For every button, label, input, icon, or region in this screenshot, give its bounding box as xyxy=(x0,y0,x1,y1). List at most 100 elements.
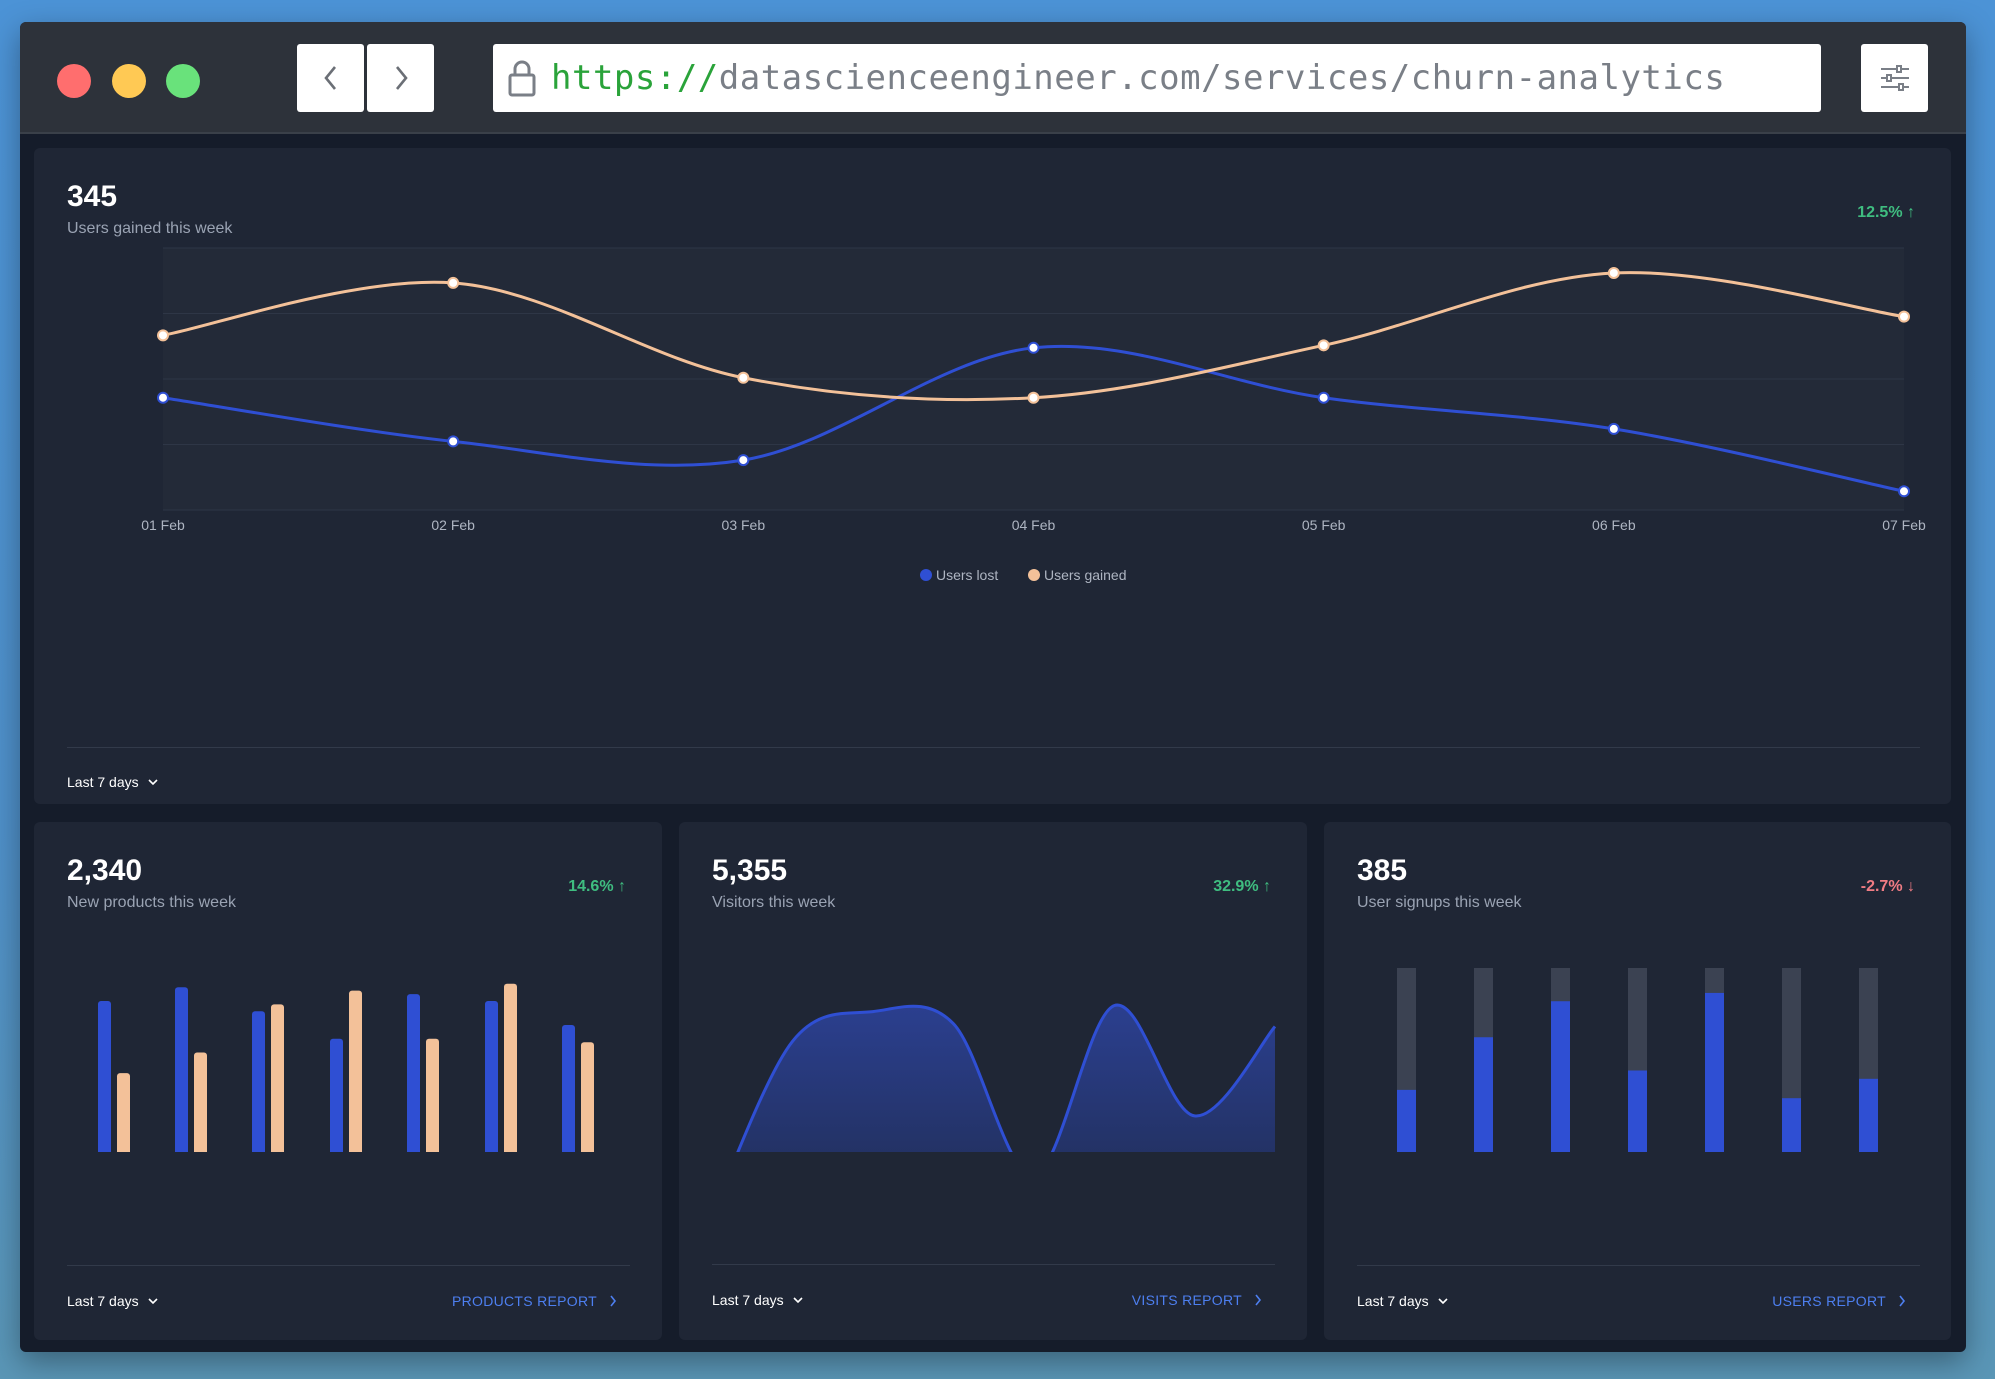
change-badge: 14.6% ↑ xyxy=(568,878,626,895)
bar xyxy=(194,1052,207,1152)
back-button[interactable] xyxy=(297,44,364,112)
maximize-window-button[interactable] xyxy=(166,64,200,98)
users-line-chart: 01 Feb 02 Feb 03 Feb 04 Feb 05 Feb 06 Feb 07 F… xyxy=(141,247,1926,583)
card-value: 345 xyxy=(67,180,118,213)
report-label: VISITS REPORT xyxy=(1131,1292,1242,1308)
lock-icon xyxy=(508,60,536,97)
bar xyxy=(407,994,420,1152)
data-point xyxy=(1607,422,1620,435)
range-dropdown[interactable]: Last 7 days xyxy=(67,1293,159,1309)
data-point xyxy=(1027,341,1040,354)
card-value: 385 xyxy=(1357,854,1408,887)
bar xyxy=(562,1025,575,1152)
legend-marker xyxy=(920,569,932,581)
chevron-left-icon xyxy=(323,66,336,90)
bar xyxy=(349,990,362,1152)
bar xyxy=(175,987,188,1152)
bar xyxy=(1551,1001,1570,1152)
address-bar[interactable]: https://datascienceengineer.com/services… xyxy=(493,44,1821,112)
x-tick-label: 07 Feb xyxy=(1882,517,1926,533)
area-fill xyxy=(737,1005,1275,1152)
close-window-button[interactable] xyxy=(57,64,91,98)
card-label: User signups this week xyxy=(1357,894,1522,911)
bar xyxy=(252,1011,265,1152)
range-dropdown[interactable]: Last 7 days xyxy=(1357,1293,1449,1309)
bar xyxy=(485,1000,498,1152)
range-label: Last 7 days xyxy=(1357,1293,1429,1309)
visitors-card: 5,355 Visitors this week 32.9% ↑ Last 7 … xyxy=(679,822,1307,1340)
visits-report-link[interactable]: VISITS REPORT xyxy=(1132,1292,1262,1308)
x-tick-label: 03 Feb xyxy=(722,517,766,533)
bar xyxy=(504,983,517,1152)
data-point xyxy=(447,435,460,448)
bar xyxy=(581,1042,594,1152)
forward-button[interactable] xyxy=(367,44,434,112)
products-card: 2,340 New products this week 14.6% ↑ Las… xyxy=(34,822,662,1340)
bar xyxy=(426,1038,439,1152)
bar xyxy=(1628,1070,1647,1152)
report-label: PRODUCTS REPORT xyxy=(451,1293,597,1309)
range-dropdown[interactable]: Last 7 days xyxy=(67,774,159,790)
data-point xyxy=(737,371,750,384)
chevron-down-icon xyxy=(148,779,158,786)
chevron-right-icon xyxy=(1899,1295,1906,1307)
data-point xyxy=(737,454,750,467)
bar xyxy=(1705,992,1724,1152)
bar xyxy=(98,1000,111,1152)
data-point xyxy=(1317,391,1330,404)
data-point xyxy=(157,391,169,404)
products-report-link[interactable]: PRODUCTS REPORT xyxy=(452,1293,617,1309)
settings-button[interactable] xyxy=(1861,44,1928,112)
chevron-down-icon xyxy=(793,1297,803,1304)
data-point xyxy=(1317,339,1330,352)
card-value: 5,355 xyxy=(712,854,788,887)
bar xyxy=(271,1004,284,1152)
card-divider xyxy=(67,747,1920,748)
minimize-window-button[interactable] xyxy=(112,64,146,98)
users-report-link[interactable]: USERS REPORT xyxy=(1772,1293,1906,1309)
legend-label: Users lost xyxy=(936,567,998,583)
card-value: 2,340 xyxy=(67,854,143,887)
legend-label: Users gained xyxy=(1044,567,1127,583)
range-dropdown[interactable]: Last 7 days xyxy=(712,1292,804,1308)
bar xyxy=(330,1038,343,1152)
chevron-down-icon xyxy=(1438,1298,1448,1305)
x-tick-label: 02 Feb xyxy=(431,517,475,533)
change-badge: 12.5% ↑ xyxy=(1857,204,1915,221)
bar xyxy=(1474,1037,1493,1152)
signups-bar-chart xyxy=(1397,968,1878,1152)
chevron-right-icon xyxy=(610,1295,617,1307)
range-label: Last 7 days xyxy=(67,774,139,790)
url-scheme: https:// xyxy=(551,58,719,98)
range-label: Last 7 days xyxy=(67,1293,139,1309)
chevron-right-icon xyxy=(1255,1294,1262,1306)
chevron-right-icon xyxy=(395,66,408,90)
bar xyxy=(1859,1078,1878,1152)
data-point xyxy=(1898,310,1910,323)
browser-titlebar: https://datascienceengineer.com/services… xyxy=(20,22,1966,134)
x-tick-label: 01 Feb xyxy=(141,517,185,533)
data-point xyxy=(157,329,169,342)
card-divider xyxy=(712,1264,1275,1265)
report-label: USERS REPORT xyxy=(1772,1293,1886,1309)
bar xyxy=(1397,1089,1416,1152)
url-path: datascienceengineer.com/services/churn-a… xyxy=(718,58,1726,98)
bar xyxy=(117,1073,130,1152)
chevron-down-icon xyxy=(148,1298,158,1305)
area-line xyxy=(736,1003,1277,1152)
legend-marker xyxy=(1028,569,1040,581)
users-churn-card: 345 Users gained this week 12.5% ↑ 01 Fe… xyxy=(34,148,1951,804)
browser-window: https://datascienceengineer.com/services… xyxy=(20,22,1966,1352)
card-label: Visitors this week xyxy=(712,894,836,911)
x-tick-label: 05 Feb xyxy=(1302,517,1346,533)
card-label: New products this week xyxy=(67,894,236,911)
data-point xyxy=(1027,391,1040,404)
card-divider xyxy=(67,1265,630,1266)
x-tick-label: 04 Feb xyxy=(1012,517,1056,533)
card-label: Users gained this week xyxy=(67,220,233,237)
data-point xyxy=(1607,266,1620,279)
card-divider xyxy=(1357,1265,1920,1266)
data-point xyxy=(447,276,460,289)
visitors-area-chart xyxy=(736,1003,1277,1152)
signups-card: 385 User signups this week -2.7% ↓ Last … xyxy=(1324,822,1951,1340)
